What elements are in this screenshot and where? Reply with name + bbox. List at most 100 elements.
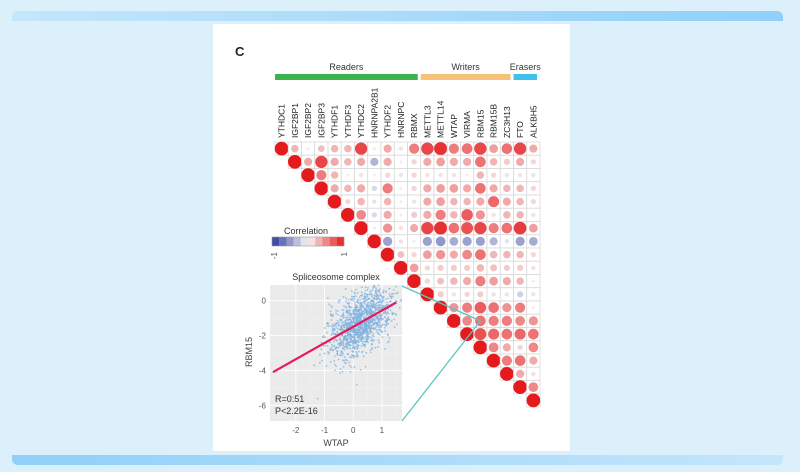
scatter-point [356, 336, 359, 339]
scatter-point [367, 297, 369, 300]
scatter-point [336, 351, 339, 353]
scatter-point [393, 318, 395, 321]
scatter-point [395, 300, 398, 303]
scatter-point [369, 351, 372, 354]
scatter-point [356, 329, 359, 332]
scatter-point [343, 348, 346, 351]
scatter-point [338, 299, 340, 302]
correlation-dot [503, 250, 511, 259]
scatter-point [351, 350, 354, 353]
correlation-dot [517, 344, 523, 351]
column-label: YTHDC1 [277, 104, 287, 138]
scatter-point [359, 317, 362, 320]
correlation-dot [489, 250, 498, 259]
scatter-point [379, 329, 382, 332]
scatter-point [344, 322, 347, 325]
scatter-point [341, 343, 343, 346]
scatter-point [367, 310, 370, 313]
correlation-dot [357, 157, 366, 166]
scatter-point [355, 352, 358, 355]
correlation-dot [531, 212, 536, 218]
correlation-dot [438, 172, 443, 178]
correlation-dot [526, 393, 541, 408]
correlation-dot [451, 172, 457, 178]
scatter-point [360, 325, 363, 328]
scatter-point [359, 327, 362, 329]
correlation-dot [474, 221, 487, 235]
scatter-point [339, 367, 342, 370]
scatter-points [292, 284, 403, 400]
scatter-point [337, 324, 340, 327]
scatter-point [354, 288, 357, 291]
scatter-point [371, 337, 374, 340]
x-tick-label: 1 [380, 426, 385, 435]
scatter-point [344, 288, 347, 290]
correlation-dot [436, 250, 446, 260]
group-bar-readers [275, 74, 418, 80]
correlation-dot [475, 183, 486, 194]
scatter-point [382, 289, 385, 292]
scatter-point [377, 284, 380, 287]
scatter-point [378, 312, 381, 315]
scatter-point [372, 299, 375, 302]
correlation-dot [435, 236, 446, 247]
scatter-point [337, 310, 339, 312]
scatter-point [349, 306, 352, 308]
scatter-point [349, 309, 351, 312]
correlation-dot [515, 302, 526, 313]
scatter-point [331, 323, 334, 326]
correlation-dot [504, 292, 510, 297]
scatter-point [342, 295, 345, 298]
correlation-dot [423, 197, 432, 206]
scatter-point [350, 306, 353, 309]
scatter-point [354, 340, 357, 343]
correlation-dot [488, 223, 499, 234]
correlation-dot [424, 278, 431, 284]
scatter-point [366, 289, 369, 291]
correlation-dot [411, 199, 417, 204]
correlation-dot [531, 265, 536, 271]
scatter-point [334, 363, 336, 366]
correlation-dot [434, 142, 448, 156]
correlation-dot [411, 251, 417, 258]
correlation-r-annotation: R=0.51 [275, 394, 304, 404]
scatter-point [388, 318, 390, 321]
correlation-dot [330, 144, 339, 153]
scatter-point [367, 333, 370, 336]
scatter-point [342, 309, 345, 312]
correlation-dot [399, 160, 403, 164]
correlation-dot [383, 223, 393, 233]
scatter-point [364, 321, 366, 324]
scatter-point [313, 364, 316, 367]
scatter-point [389, 294, 392, 297]
correlation-dot [462, 316, 472, 326]
scatter-point [375, 317, 378, 320]
scatter-point [344, 321, 347, 324]
correlation-dot [354, 221, 369, 236]
correlation-dot [489, 237, 498, 246]
correlation-dot [515, 316, 525, 326]
scatter-point [386, 301, 388, 304]
legend-colorbar [271, 236, 345, 247]
scatter-point [341, 354, 343, 357]
correlation-dot [528, 382, 539, 392]
scatter-point [343, 305, 345, 307]
scatter-point [352, 318, 355, 321]
scatter-point [371, 311, 374, 314]
scatter-point [336, 331, 339, 333]
scatter-point [336, 327, 339, 330]
scatter-point [387, 334, 389, 337]
correlation-dot [317, 145, 325, 153]
scatter-point [390, 320, 393, 322]
scatter-point [343, 338, 346, 341]
scatter-point [358, 311, 361, 314]
scatter-point [374, 321, 377, 324]
scatter-point [369, 290, 372, 293]
scatter-point [361, 286, 363, 289]
correlation-dot [516, 277, 524, 285]
scatter-point [329, 341, 331, 344]
scatter-point [360, 351, 363, 354]
scatter-point [360, 302, 363, 304]
correlation-dot [516, 211, 524, 219]
